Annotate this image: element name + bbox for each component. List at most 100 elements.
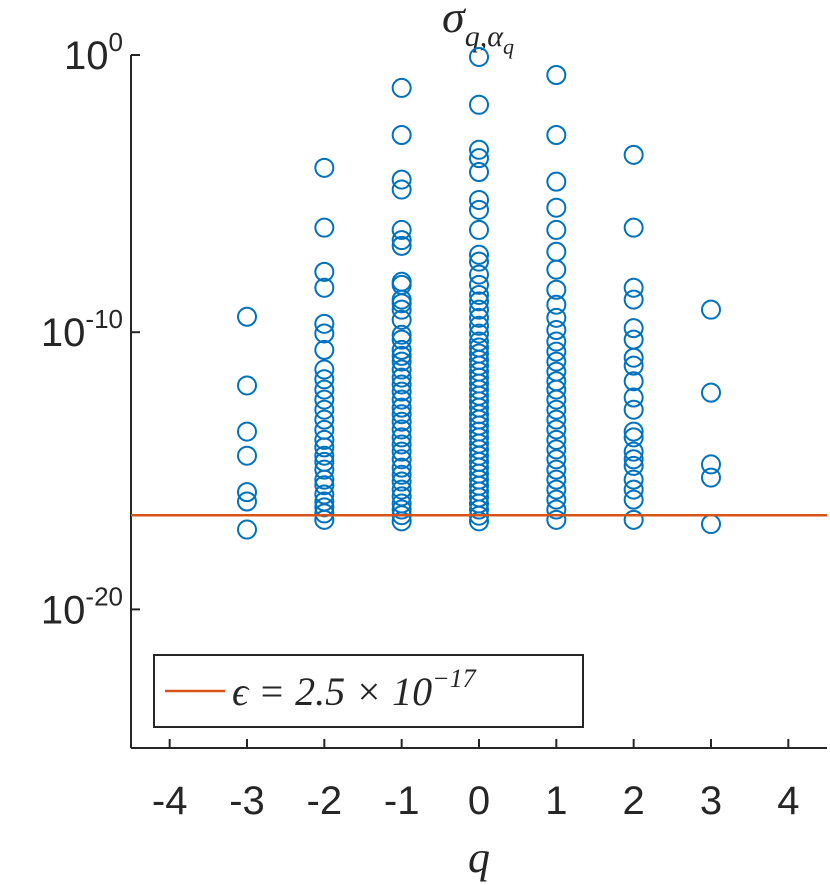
data-point — [546, 469, 567, 490]
data-point — [391, 230, 412, 251]
data-point — [314, 277, 335, 298]
data-point — [546, 241, 567, 262]
data-point — [237, 519, 257, 540]
data-point — [391, 77, 412, 98]
data-point — [237, 375, 257, 396]
x-tick-label: 4 — [777, 779, 799, 823]
legend-box — [153, 654, 584, 728]
data-point — [623, 144, 644, 165]
data-point — [546, 171, 567, 192]
data-point — [391, 219, 412, 240]
data-point — [314, 313, 335, 334]
data-point — [391, 299, 412, 320]
x-tick-label: 0 — [468, 779, 490, 823]
data-point — [623, 371, 644, 392]
data-point — [391, 367, 412, 388]
data-point — [314, 261, 335, 282]
data-point — [314, 359, 335, 380]
data-point — [546, 499, 567, 520]
data-point — [391, 427, 412, 448]
data-point — [701, 514, 721, 535]
data-point — [314, 437, 335, 458]
data-point — [469, 274, 489, 295]
data-point — [314, 459, 335, 480]
data-point — [391, 441, 412, 462]
data-point — [546, 351, 567, 372]
x-tick-label: 1 — [545, 779, 567, 823]
data-point — [546, 439, 567, 460]
data-point — [546, 197, 567, 218]
data-point — [314, 389, 335, 410]
data-point — [469, 307, 489, 328]
data-point — [314, 509, 335, 530]
data-point — [391, 499, 412, 520]
data-point — [546, 419, 567, 440]
data-point — [237, 491, 257, 512]
data-point — [391, 457, 412, 478]
data-point — [546, 219, 567, 240]
y-tick-label: 100 — [64, 27, 123, 78]
data-point — [314, 419, 335, 440]
data-point — [469, 189, 489, 210]
x-tick-label: 2 — [623, 779, 645, 823]
data-point — [391, 479, 412, 500]
data-point — [391, 179, 412, 200]
data-point — [391, 397, 412, 418]
legend-label: ϵ = 2.5 × 10−17 — [232, 664, 477, 714]
data-point — [391, 434, 412, 455]
data-point — [314, 409, 335, 430]
data-point — [314, 379, 335, 400]
data-point — [469, 315, 489, 336]
data-point — [237, 306, 257, 327]
data-point — [623, 277, 644, 298]
data-point — [314, 323, 335, 344]
data-point — [623, 449, 644, 470]
data-point — [391, 471, 412, 492]
data-point — [391, 511, 412, 532]
data-point — [546, 259, 567, 280]
x-tick-label: 3 — [700, 779, 722, 823]
data-point — [623, 329, 644, 350]
x-tick-label: -4 — [152, 779, 188, 823]
data-point — [469, 511, 489, 532]
data-point — [314, 475, 335, 496]
data-point — [314, 503, 335, 524]
data-point — [391, 404, 412, 425]
data-point — [469, 499, 489, 520]
data-point — [546, 479, 567, 500]
data-point — [623, 217, 644, 238]
data-point — [314, 429, 335, 450]
data-point — [701, 299, 721, 320]
data-point — [314, 339, 335, 360]
data-point — [391, 339, 412, 360]
data-point — [623, 489, 644, 510]
data-point — [469, 219, 489, 240]
data-point — [391, 374, 412, 395]
data-point — [546, 399, 567, 420]
x-axis-label: q — [468, 833, 490, 882]
data-point — [623, 427, 644, 448]
data-point — [546, 379, 567, 400]
chart-title: σq,αq — [442, 0, 514, 59]
data-point — [469, 291, 489, 312]
data-point — [701, 467, 721, 488]
data-point — [391, 351, 412, 372]
data-point — [546, 449, 567, 470]
data-point — [314, 445, 335, 466]
data-point — [469, 284, 489, 305]
data-point — [391, 345, 412, 366]
data-point — [391, 125, 412, 146]
data-point — [623, 509, 644, 530]
data-point — [391, 411, 412, 432]
data-point — [391, 309, 412, 330]
data-point — [546, 409, 567, 430]
data-point — [469, 94, 489, 115]
data-point — [314, 157, 335, 178]
data-point — [314, 217, 335, 238]
data-point — [546, 429, 567, 450]
data-point — [469, 162, 489, 183]
data-point — [391, 359, 412, 380]
x-tick-label: -2 — [307, 779, 343, 823]
data-point — [546, 320, 567, 341]
data-point — [314, 369, 335, 390]
